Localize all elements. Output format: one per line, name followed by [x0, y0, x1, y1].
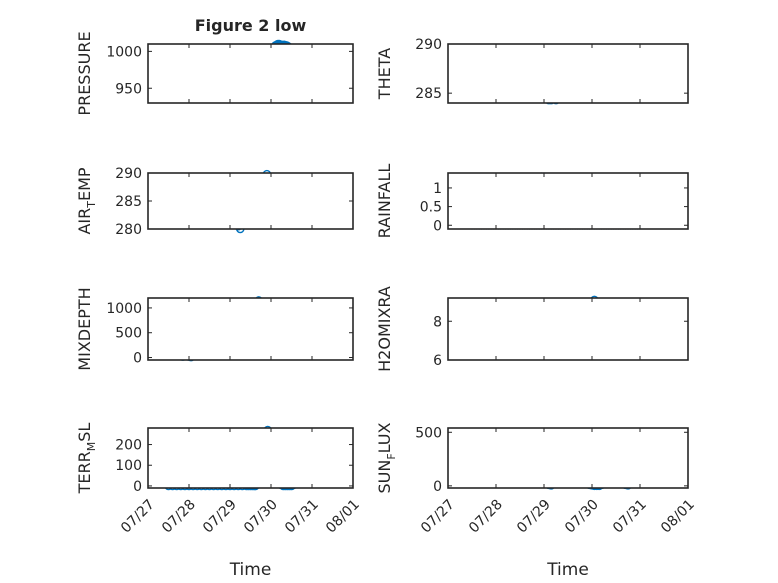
x-tick-label: 07/27 [118, 497, 158, 537]
y-tick-label: 0 [133, 351, 142, 367]
y-tick-label: 200 [115, 438, 142, 454]
y-axis-label-text: H2OMIXRA [375, 286, 394, 372]
y-axis-label: PRESSURE [75, 31, 94, 115]
x-tick-label: 07/29 [514, 497, 554, 537]
x-tick-label: 07/31 [610, 497, 650, 537]
axes-box [147, 43, 354, 104]
y-tick-label: 6 [433, 353, 442, 369]
panel-mixdepth: 0 500 1000 MIXDEPTH [75, 287, 354, 371]
y-tick-label: 285 [115, 194, 142, 210]
y-tick-label: 500 [415, 425, 442, 441]
figure-title: Figure 2 low [195, 16, 307, 35]
y-tick-label: 0.5 [420, 200, 442, 216]
axes-box [147, 172, 354, 230]
panel-air_temp: 280 285 290 AIRTEMP [75, 166, 354, 238]
y-axis-label-text: TERR [75, 451, 94, 494]
y-axis-label-text: PRESSURE [75, 31, 94, 115]
x-tick-label: 07/28 [159, 497, 199, 537]
panel-sun_flux: 0 500 SUNFLUX 07/27 07/28 07/29 07/30 07/31 08/0… [375, 422, 698, 580]
x-tick-label: 07/29 [200, 497, 240, 537]
panel-theta: 285 290 THETA [375, 37, 689, 105]
axes-box [147, 427, 354, 489]
axes-box [447, 297, 689, 361]
y-axis-label-text: EMP [75, 167, 94, 201]
y-axis-label-text: SUN [375, 460, 394, 494]
y-axis-label: MIXDEPTH [75, 287, 94, 370]
y-axis-label-text: THETA [375, 48, 394, 100]
y-tick-label: 100 [115, 458, 142, 474]
y-axis-label: AIRTEMP [75, 167, 98, 234]
y-axis-label: TERRMSL [75, 423, 98, 495]
y-axis-label: H2OMIXRA [375, 286, 394, 372]
y-axis-label-text: LUX [375, 422, 394, 453]
y-tick-label: 0 [133, 479, 142, 495]
y-tick-label: 285 [415, 86, 442, 102]
axes-box [447, 172, 689, 230]
x-tick-label: 07/28 [466, 497, 506, 537]
y-tick-label: 290 [415, 37, 442, 53]
x-tick-label: 07/27 [418, 497, 458, 537]
x-tick-label: 07/30 [562, 497, 602, 537]
y-axis-label-text: SL [75, 423, 94, 442]
y-axis-label-subscript: T [85, 201, 98, 209]
y-tick-label: 500 [115, 326, 142, 342]
y-tick-label: 1000 [106, 44, 142, 60]
y-tick-label: 1 [433, 181, 442, 197]
y-axis-label-text: MIXDEPTH [75, 287, 94, 370]
x-tick-label: 07/31 [282, 497, 322, 537]
axes-box [447, 427, 689, 489]
y-axis-label: THETA [375, 48, 394, 100]
x-axis-label: Time [546, 560, 589, 580]
y-tick-label: 280 [115, 222, 142, 238]
y-tick-label: 0 [433, 218, 442, 234]
y-axis-label-subscript: M [85, 442, 98, 452]
panel-rainfall: 0 0.5 1 RAINFALL [375, 164, 689, 239]
y-tick-label: 0 [433, 479, 442, 495]
y-tick-label: 8 [433, 314, 442, 330]
y-axis-label: SUNFLUX [375, 422, 398, 493]
panel-pressure: 950 1000 PRESSURE [75, 31, 354, 116]
y-axis-label-text: RAINFALL [375, 164, 394, 239]
y-axis-label-text: AIR [75, 208, 94, 235]
panel-terr_msl: 0 100 200 TERRMSL 07/27 07/28 07/29 07/30 07/31 0… [75, 423, 363, 580]
x-tick-label: 08/01 [658, 497, 698, 537]
x-tick-label: 07/30 [241, 497, 281, 537]
x-axis-label: Time [229, 560, 272, 580]
y-axis-label-subscript: F [385, 453, 398, 459]
x-tick-label: 08/01 [323, 497, 363, 537]
panel-h2omixra: 6 8 H2OMIXRA [375, 286, 689, 372]
axes-box [447, 43, 689, 104]
y-axis-label: RAINFALL [375, 164, 394, 239]
y-tick-label: 950 [115, 81, 142, 97]
axes-box [147, 297, 354, 361]
y-tick-label: 290 [115, 166, 142, 182]
y-tick-label: 1000 [106, 301, 142, 317]
